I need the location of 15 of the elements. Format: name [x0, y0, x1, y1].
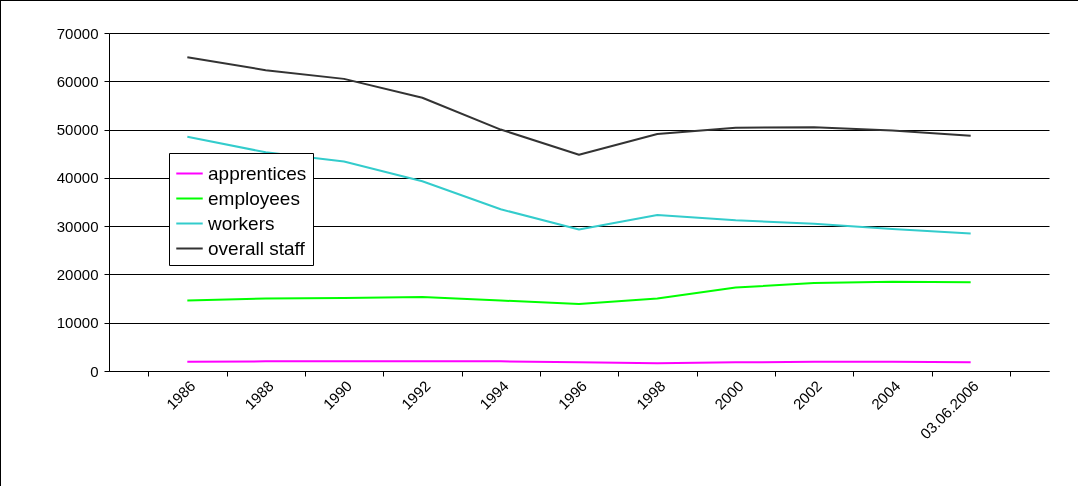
y-tick-label: 10000 [56, 314, 99, 332]
line-series [186, 135, 972, 235]
line-series [186, 280, 972, 305]
line-series [186, 56, 972, 156]
legend-label: apprentices [208, 162, 307, 184]
y-tick-label: 70000 [56, 24, 99, 42]
y-tick-label: 50000 [56, 121, 99, 139]
y-tick-label: 0 [90, 362, 99, 380]
y-tick-label: 30000 [56, 217, 99, 235]
y-tick-label: 20000 [56, 265, 99, 283]
legend-label: employees [208, 187, 300, 209]
legend-label: workers [207, 212, 275, 234]
y-tick-label: 60000 [56, 72, 99, 90]
y-tick-label: 40000 [56, 169, 99, 187]
legend-label: overall staff [208, 237, 306, 259]
